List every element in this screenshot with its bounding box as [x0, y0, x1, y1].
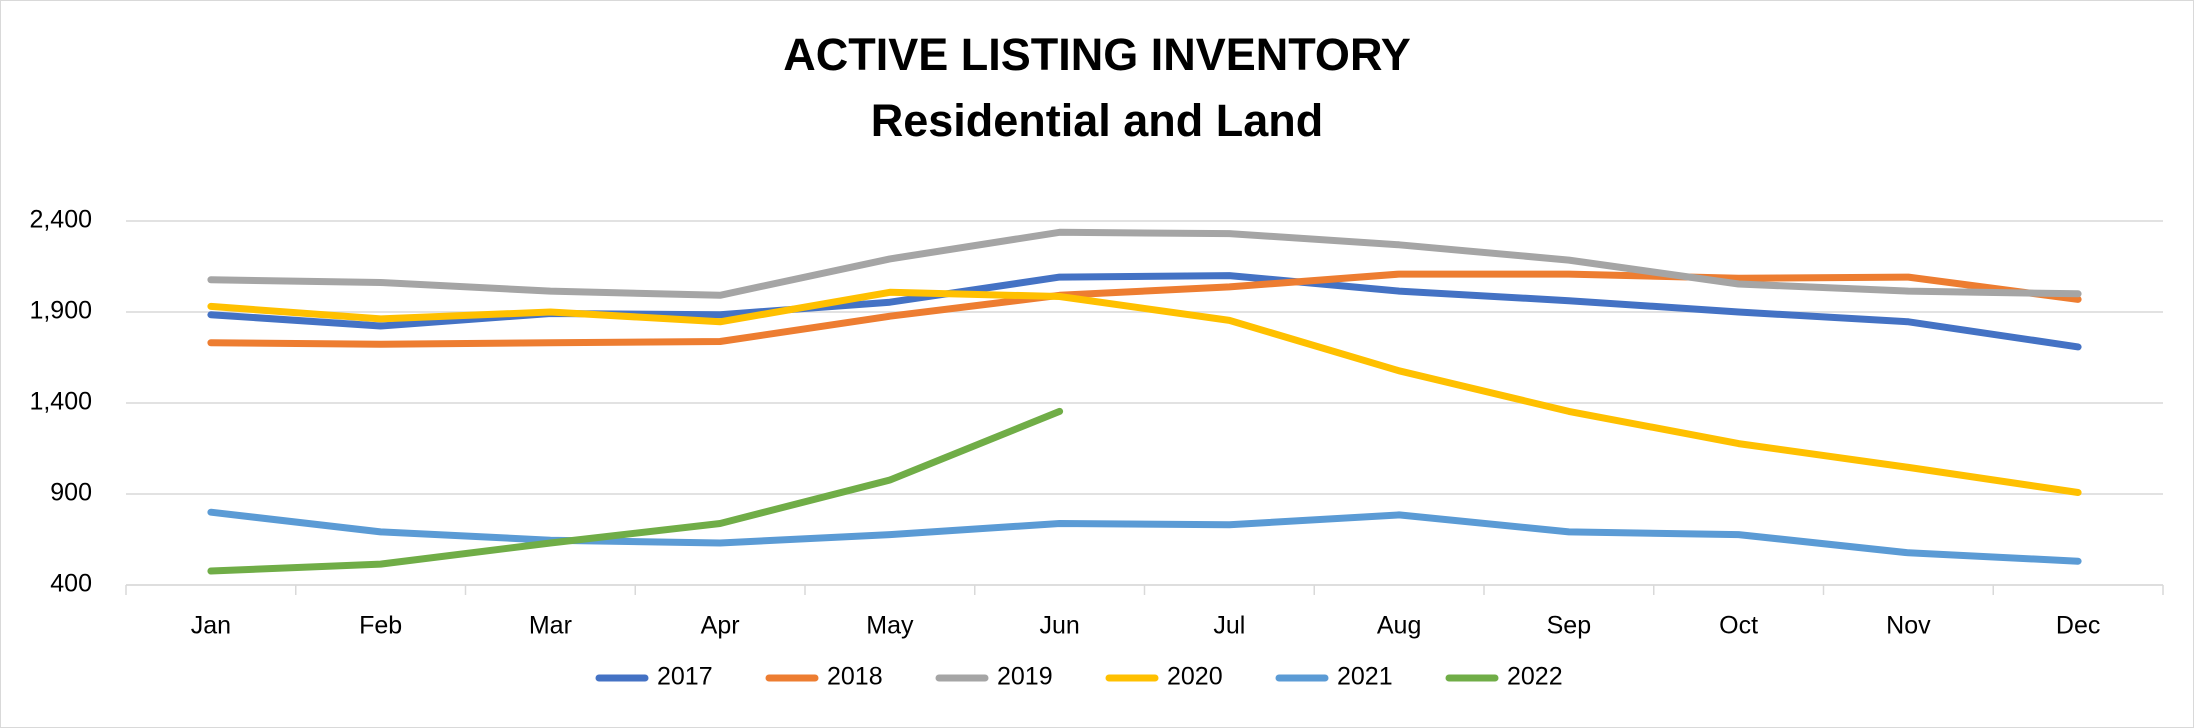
chart-subtitle: Residential and Land [871, 95, 1324, 146]
x-tick-label: Mar [529, 612, 572, 640]
series-line [207, 508, 2082, 565]
x-tick-label: Jun [1039, 612, 1079, 640]
chart-title: ACTIVE LISTING INVENTORY [783, 29, 1411, 80]
x-tick-label: Nov [1886, 612, 1931, 640]
x-tick-label: Apr [701, 612, 740, 640]
legend-label: 2020 [1167, 663, 1223, 691]
legend-label: 2018 [827, 663, 883, 691]
y-tick-label: 1,400 [29, 388, 92, 416]
legend-label: 2022 [1507, 663, 1563, 691]
series-line [207, 228, 2082, 299]
y-tick-label: 900 [50, 479, 92, 507]
series-line [207, 270, 2082, 348]
x-tick-label: Oct [1719, 612, 1758, 640]
x-tick-label: Jul [1213, 612, 1245, 640]
legend-label: 2019 [997, 663, 1053, 691]
x-tick-label: Jan [191, 612, 231, 640]
y-tick-label: 400 [50, 570, 92, 598]
x-tick-label: Sep [1547, 612, 1591, 640]
x-tick-label: Dec [2056, 612, 2100, 640]
series-line [207, 407, 1064, 575]
x-tick-label: May [866, 612, 914, 640]
x-tick-label: Aug [1377, 612, 1421, 640]
x-tick-label: Feb [359, 612, 402, 640]
series-line [207, 288, 2082, 496]
y-tick-label: 2,400 [29, 206, 92, 234]
legend-label: 2021 [1337, 663, 1393, 691]
legend-label: 2017 [657, 663, 713, 691]
y-tick-label: 1,900 [29, 297, 92, 325]
